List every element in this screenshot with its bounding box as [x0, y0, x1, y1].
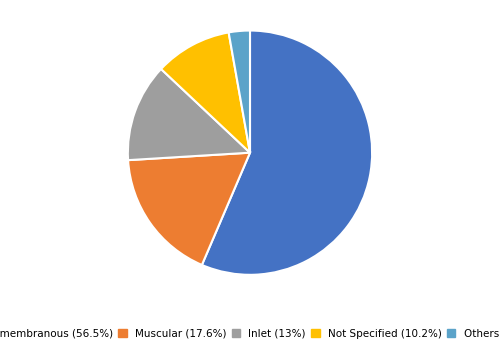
Legend: Perimembranous (56.5%), Muscular (17.6%), Inlet (13%), Not Specified (10.2%), Ot: Perimembranous (56.5%), Muscular (17.6%)… [0, 325, 500, 342]
Wedge shape [161, 32, 250, 153]
Wedge shape [128, 69, 250, 160]
Wedge shape [228, 31, 250, 153]
Wedge shape [202, 31, 372, 275]
Wedge shape [128, 153, 250, 265]
